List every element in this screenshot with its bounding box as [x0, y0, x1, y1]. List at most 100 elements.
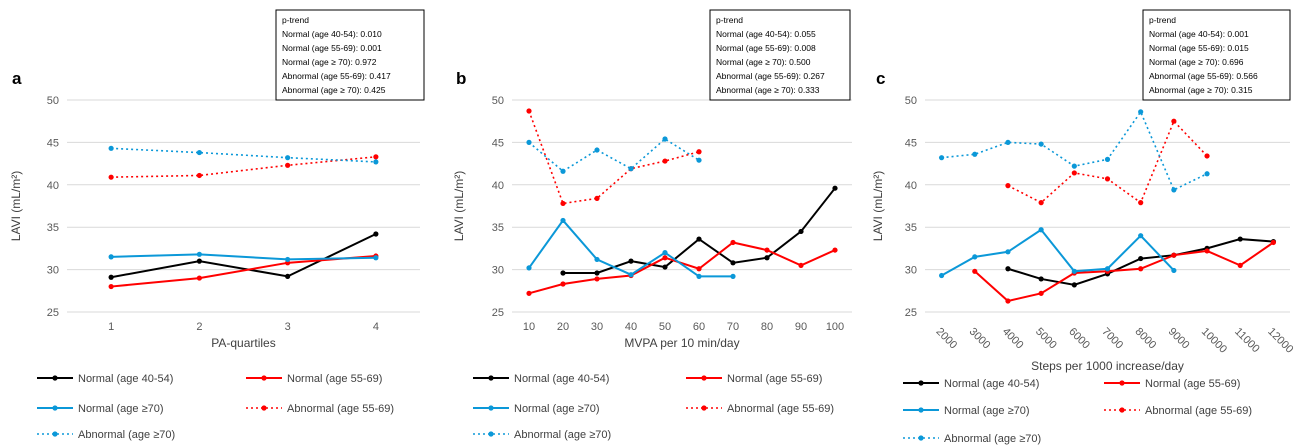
data-point — [108, 283, 114, 290]
data-point — [1038, 227, 1044, 233]
series-Abnormal (age ≥70) — [526, 136, 702, 174]
x-tick-label: 11000 — [1232, 326, 1262, 356]
data-point — [1138, 266, 1144, 272]
p-trend-line: Normal (age 40-54): 0.001 — [1149, 29, 1249, 39]
data-point — [696, 266, 702, 272]
x-tick-label: 4 — [373, 321, 379, 333]
data-point — [1005, 249, 1011, 255]
data-point — [594, 276, 600, 282]
y-tick-label: 35 — [492, 222, 504, 234]
series-Normal (age 40-54) — [1005, 236, 1277, 288]
x-tick-label: 90 — [795, 321, 807, 333]
data-point — [764, 255, 770, 261]
data-point — [196, 172, 202, 179]
data-point — [730, 260, 736, 266]
data-point — [1237, 262, 1243, 268]
data-point — [526, 265, 532, 271]
series-line — [110, 233, 377, 279]
data-point — [1071, 163, 1077, 169]
data-point — [938, 155, 945, 161]
x-tick-label: 5000 — [1033, 326, 1059, 352]
data-point — [662, 158, 668, 164]
series-line — [111, 147, 376, 163]
data-point — [373, 231, 379, 237]
data-point — [594, 147, 600, 153]
data-point — [1138, 200, 1144, 206]
p-trend-line: Normal (age ≥ 70): 0.696 — [1149, 57, 1244, 67]
y-tick-label: 25 — [905, 307, 917, 319]
x-tick-label: 4000 — [1000, 326, 1026, 352]
data-point — [196, 275, 202, 281]
x-tick-label: 2 — [196, 321, 202, 333]
data-point — [832, 185, 838, 191]
data-point — [1104, 266, 1111, 272]
data-point — [1104, 176, 1111, 182]
legend-entry: Abnormal (age 55-69) — [686, 403, 834, 415]
series-line — [528, 218, 733, 278]
series-Normal (age 55-69) — [972, 239, 1277, 304]
data-point — [972, 268, 978, 274]
p-trend-line: Abnormal (age 55-69): 0.267 — [716, 71, 825, 81]
series-Normal (age ≥70) — [526, 217, 736, 279]
series-line — [563, 187, 836, 274]
data-point — [285, 256, 291, 263]
data-point — [526, 290, 532, 296]
legend-marker — [261, 405, 267, 411]
x-tick-label: 2000 — [933, 326, 959, 352]
legend-entry: Abnormal (age 55-69) — [1104, 405, 1252, 417]
x-tick-label: 100 — [826, 321, 844, 333]
legend-marker — [918, 380, 924, 386]
data-point — [1071, 282, 1077, 288]
data-point — [628, 258, 634, 264]
y-tick-label: 25 — [492, 307, 504, 319]
data-point — [1138, 255, 1144, 262]
p-trend-box: p-trend Normal (age 40-54): 0.001 Normal (… — [1142, 9, 1291, 101]
p-trend-line: Normal (age 55-69): 0.008 — [716, 43, 816, 53]
series-Abnormal (age 55-69) — [1005, 118, 1210, 206]
data-point — [1038, 200, 1044, 206]
series-Normal (age ≥70) — [938, 227, 1177, 279]
x-tick-label: 60 — [693, 321, 705, 333]
data-point — [560, 200, 566, 207]
series-line — [528, 110, 700, 205]
legend-label: Normal (age 55-69) — [287, 373, 382, 385]
data-point — [108, 145, 114, 151]
legend-entry: Normal (age 40-54) — [473, 373, 609, 385]
y-tick-label: 40 — [492, 180, 504, 192]
data-point — [1171, 267, 1177, 274]
data-point — [1071, 268, 1077, 274]
x-tick-label: 6000 — [1066, 326, 1092, 352]
data-point — [594, 195, 600, 201]
data-point — [108, 274, 114, 280]
data-point — [285, 162, 291, 168]
data-point — [526, 108, 532, 114]
legend-entry: Abnormal (age ≥70) — [903, 433, 1041, 445]
y-tick-label: 30 — [47, 265, 59, 277]
legend-label: Normal (age 40-54) — [78, 373, 173, 385]
data-point — [1005, 298, 1011, 304]
data-point — [1104, 156, 1111, 162]
legend-label: Abnormal (age 55-69) — [1145, 405, 1252, 417]
data-point — [560, 270, 566, 276]
data-point — [972, 151, 978, 157]
data-point — [628, 166, 634, 172]
legend-label: Normal (age 40-54) — [514, 373, 609, 385]
legend-label: Abnormal (age 55-69) — [287, 403, 394, 415]
panel-letter: a — [12, 69, 22, 88]
data-point — [662, 136, 668, 142]
data-point — [1204, 153, 1210, 159]
legend-label: Normal (age ≥70) — [514, 403, 600, 415]
data-point — [526, 139, 532, 145]
legend-label: Abnormal (age ≥70) — [944, 433, 1041, 445]
data-point — [196, 149, 202, 156]
p-trend-line: Normal (age 40-54): 0.055 — [716, 29, 816, 39]
p-trend-line: Normal (age ≥ 70): 0.972 — [282, 57, 377, 67]
p-trend-line: Abnormal (age 55-69): 0.566 — [1149, 71, 1258, 81]
legend-entry: Abnormal (age ≥70) — [473, 429, 611, 441]
x-tick-label: 20 — [557, 321, 569, 333]
x-tick-label: 9000 — [1166, 326, 1192, 352]
legend-marker — [52, 405, 58, 411]
x-tick-label: 40 — [625, 321, 637, 333]
legend-label: Normal (age ≥70) — [944, 405, 1030, 417]
data-point — [696, 273, 702, 279]
